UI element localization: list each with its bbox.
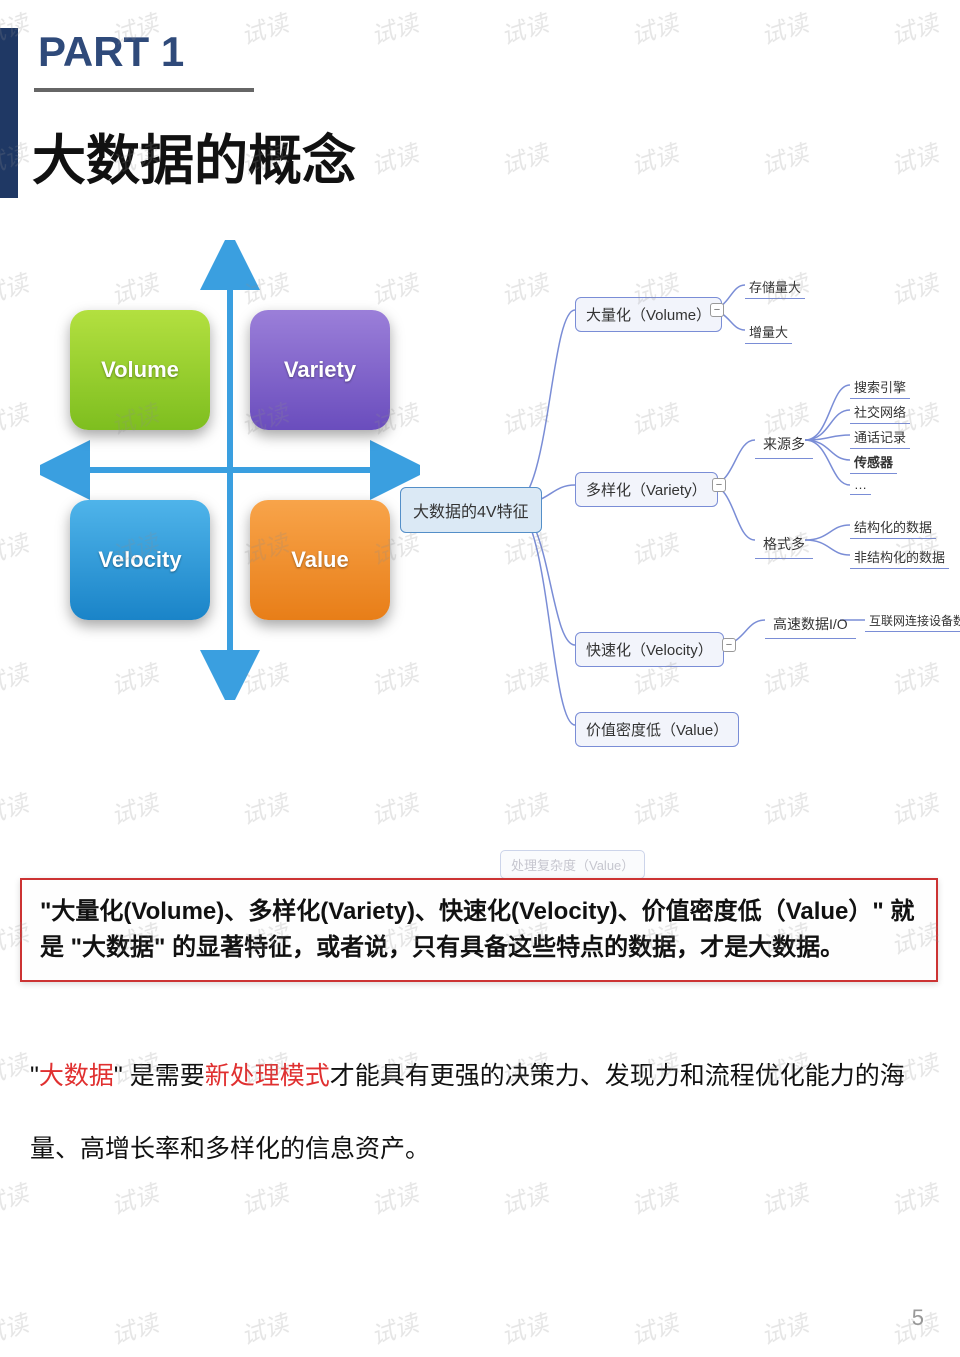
mm-branch-volume: 大量化（Volume） [575, 297, 722, 332]
collapse-icon: − [722, 638, 736, 652]
quad-variety: Variety [250, 310, 390, 430]
quad-volume: Volume [70, 310, 210, 430]
mm-sub-source: 来源多 [755, 430, 813, 459]
ghost-node: 处理复杂度（Value） [500, 850, 645, 879]
mm-sub-io: 高速数据I/O [765, 610, 856, 639]
mm-leaf: 结构化的数据 [850, 515, 936, 539]
mm-leaf: 搜索引擎 [850, 375, 910, 399]
quad-velocity: Velocity [70, 500, 210, 620]
def-red-bigdata: 大数据 [39, 1062, 114, 1090]
definition-paragraph: "大数据" 是需要新处理模式才能具有更强的决策力、发现力和流程优化能力的海量、高… [30, 1040, 930, 1185]
mm-leaf: 非结构化的数据 [850, 545, 949, 569]
mm-leaf: 社交网络 [850, 400, 910, 424]
mm-leaf: 通话记录 [850, 425, 910, 449]
quadrant-axes [40, 240, 420, 700]
def-red-mode: 新处理模式 [205, 1062, 330, 1090]
mm-leaf: … [850, 475, 871, 495]
quad-value: Value [250, 500, 390, 620]
mm-branch-value: 价值密度低（Value） [575, 712, 739, 747]
mm-leaf: 互联网连接设备数量增长 [865, 610, 960, 632]
quadrant-diagram: Volume Variety Velocity Value [40, 240, 420, 700]
collapse-icon: − [710, 303, 724, 317]
page-title: 大数据的概念 [32, 116, 356, 195]
def-text: " 是需要 [114, 1062, 205, 1090]
page-number: 5 [912, 1305, 924, 1331]
part-label: PART 1 [38, 28, 184, 76]
def-text: " [30, 1062, 39, 1090]
mindmap-root: 大数据的4V特征 [400, 487, 542, 533]
mm-leaf: 存储量大 [745, 275, 805, 299]
summary-box: "大量化(Volume)、多样化(Variety)、快速化(Velocity)、… [20, 878, 938, 982]
accent-bar [0, 28, 18, 198]
mm-sub-format: 格式多 [755, 530, 813, 559]
part-underline [34, 88, 254, 92]
mm-branch-velocity: 快速化（Velocity） [575, 632, 724, 667]
mm-branch-variety: 多样化（Variety） [575, 472, 718, 507]
mm-leaf: 增量大 [745, 320, 792, 344]
collapse-icon: − [712, 478, 726, 492]
mindmap: 大数据的4V特征 大量化（Volume） − 存储量大 增量大 多样化（Vari… [400, 235, 950, 795]
mm-leaf: 传感器 [850, 450, 897, 474]
